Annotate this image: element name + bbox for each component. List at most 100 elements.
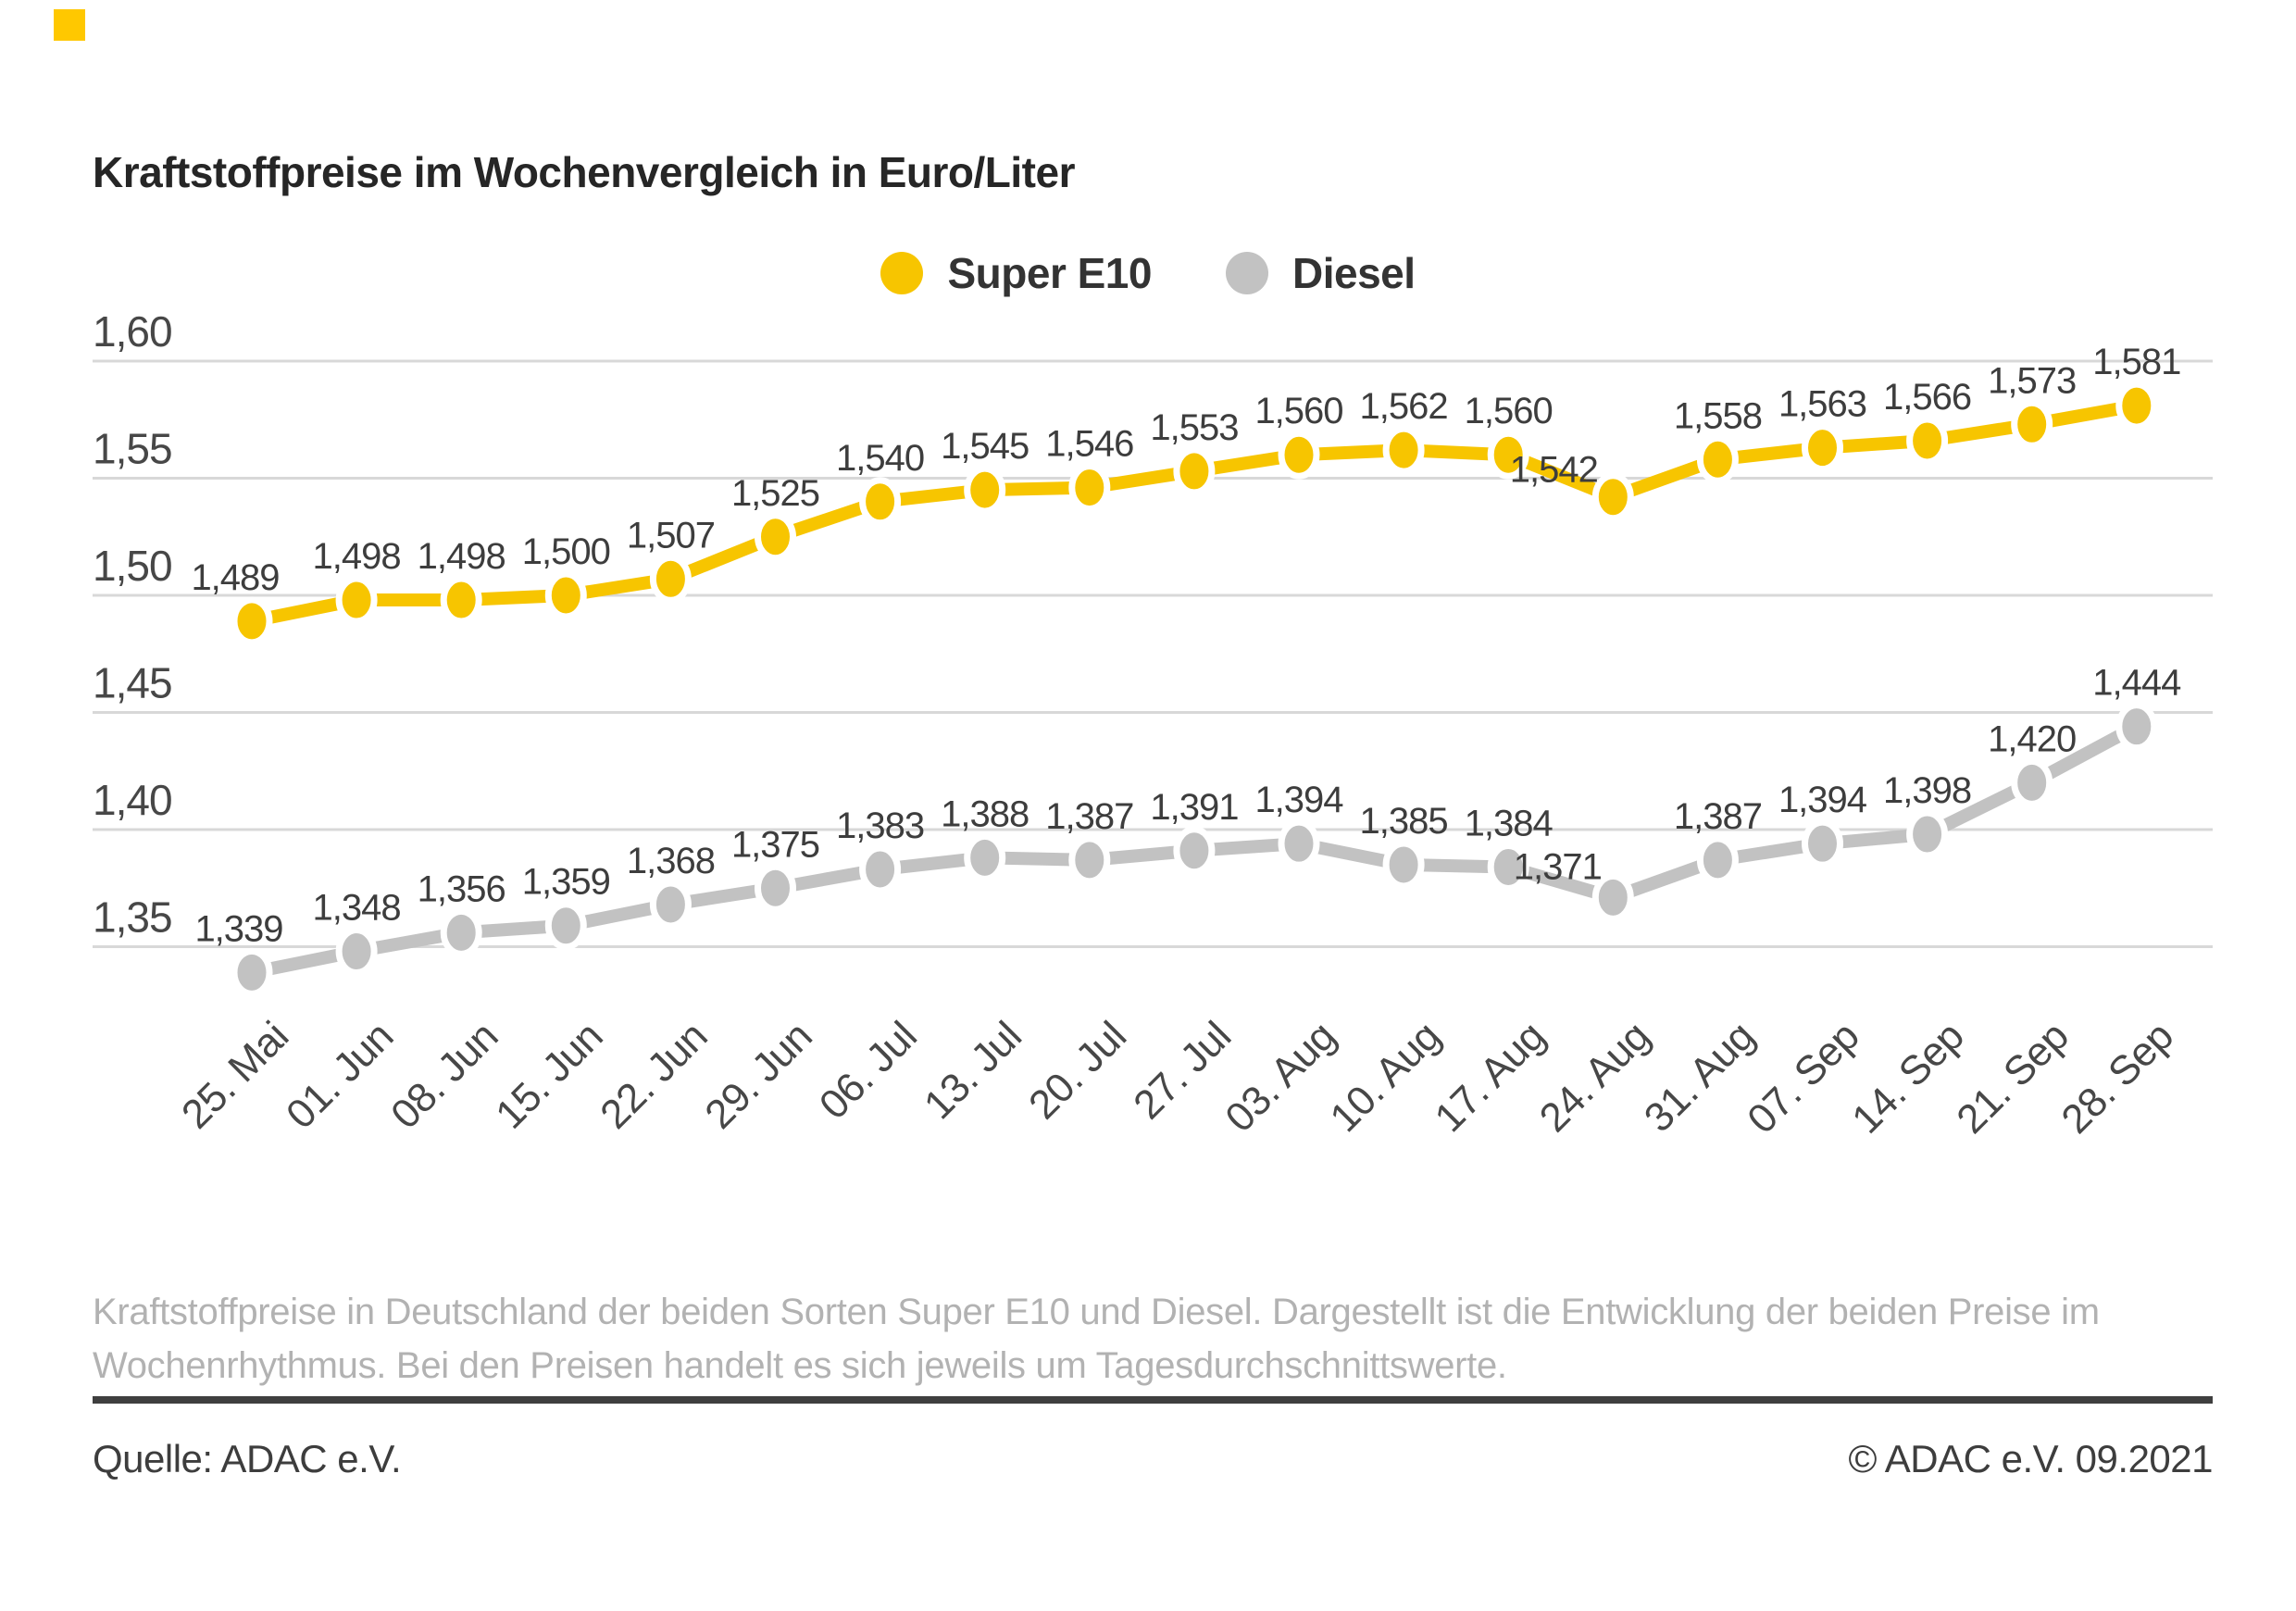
data-point — [440, 575, 482, 625]
x-axis-tick-label: 22. Jun — [592, 1013, 716, 1137]
data-point — [231, 596, 273, 646]
value-label: 1,387 — [1674, 796, 1762, 837]
value-label: 1,388 — [941, 793, 1029, 834]
value-label: 1,507 — [627, 515, 715, 556]
value-label: 1,391 — [1150, 787, 1238, 828]
value-label: 1,371 — [1514, 846, 1602, 887]
y-axis-tick-label: 1,55 — [93, 425, 172, 473]
value-label: 1,444 — [2092, 663, 2181, 704]
data-point — [1906, 809, 1949, 859]
data-point — [859, 844, 902, 894]
value-label: 1,398 — [1883, 770, 1971, 811]
data-point — [1487, 842, 1529, 892]
x-axis-tick-label: 24. Aug — [1531, 1013, 1659, 1141]
data-point — [964, 832, 1006, 882]
value-label: 1,560 — [1465, 391, 1553, 431]
value-label: 1,540 — [836, 438, 924, 479]
value-label: 1,375 — [731, 824, 819, 865]
source-row: Quelle: ADAC e.V. © ADAC e.V. 09.2021 — [93, 1437, 2213, 1481]
page-title: Kraftstoffpreise im Wochenvergleich in E… — [93, 147, 1075, 196]
y-axis-tick-label: 1,60 — [93, 307, 172, 356]
line-chart: 1,60 1,55 1,50 1,45 1,40 1,35 25. Mai 01. Jun 08… — [0, 307, 2296, 1250]
value-label: 1,348 — [313, 888, 401, 929]
chart-description: Kraftstoffpreise in Deutschland der beid… — [93, 1292, 2100, 1386]
data-point — [964, 465, 1006, 515]
data-point — [2115, 702, 2158, 752]
data-point — [649, 880, 692, 930]
value-label: 1,545 — [941, 426, 1029, 467]
y-axis-tick-label: 1,45 — [93, 659, 172, 707]
data-point — [231, 947, 273, 997]
data-point — [544, 901, 587, 951]
y-axis-tick-label: 1,40 — [93, 776, 172, 824]
x-axis-tick-label: 25. Mai — [173, 1013, 297, 1137]
legend-item-super-e10: Super E10 — [880, 248, 1152, 298]
data-point — [1802, 423, 1843, 473]
x-axis-tick-label: 21. Sep — [1948, 1013, 2077, 1142]
x-axis-tick-label: 17. Aug — [1427, 1013, 1554, 1141]
data-point — [859, 477, 902, 527]
x-axis-tick-label: 20. Jul — [1020, 1013, 1135, 1128]
value-label: 1,394 — [1254, 780, 1343, 820]
copyright-label: © ADAC e.V. 09.2021 — [1848, 1437, 2214, 1480]
x-axis-tick-label: 10. Aug — [1321, 1013, 1449, 1141]
data-point — [544, 570, 587, 620]
chart-legend: Super E10 Diesel — [0, 248, 2296, 298]
x-axis-tick-label: 15. Jun — [487, 1013, 611, 1137]
value-label: 1,525 — [731, 473, 819, 514]
data-point — [440, 907, 482, 957]
value-label: 1,546 — [1045, 424, 1133, 465]
data-point — [1696, 434, 1739, 484]
legend-item-diesel: Diesel — [1225, 248, 1416, 298]
value-label: 1,383 — [836, 806, 924, 846]
data-point — [1068, 835, 1111, 885]
x-axis-tick-label: 03. Aug — [1217, 1013, 1344, 1141]
x-axis-tick-label: 01. Jun — [278, 1013, 402, 1137]
data-point — [1591, 472, 1634, 522]
data-point — [1382, 840, 1425, 890]
y-axis-tick-label: 1,50 — [93, 542, 172, 590]
value-label: 1,573 — [1988, 360, 2076, 401]
x-axis-tick-label: 29. Jun — [696, 1013, 820, 1137]
value-label: 1,385 — [1360, 801, 1448, 842]
value-label: 1,359 — [522, 862, 610, 903]
value-label: 1,368 — [627, 841, 715, 881]
value-label: 1,558 — [1674, 395, 1762, 436]
value-label: 1,498 — [313, 536, 401, 577]
data-point — [335, 575, 378, 625]
value-label: 1,339 — [194, 908, 282, 949]
value-label: 1,384 — [1465, 803, 1554, 843]
x-axis-tick-label: 06. Jul — [811, 1013, 926, 1128]
y-axis-tick-label: 1,35 — [93, 893, 172, 942]
data-point — [1173, 826, 1216, 876]
value-label: 1,563 — [1778, 384, 1866, 425]
value-label: 1,560 — [1254, 391, 1342, 431]
value-label: 1,500 — [522, 531, 610, 572]
value-label: 1,489 — [191, 557, 279, 598]
value-label: 1,356 — [418, 868, 505, 909]
source-label: Quelle: ADAC e.V. — [93, 1437, 402, 1480]
legend-label-diesel: Diesel — [1292, 249, 1416, 297]
value-label: 1,394 — [1778, 780, 1867, 820]
value-label: 1,566 — [1883, 377, 1971, 418]
brand-mark-square — [54, 9, 85, 41]
data-point — [1802, 818, 1843, 868]
data-point — [1173, 446, 1216, 496]
data-point — [755, 512, 796, 562]
x-axis-tick-label: 08. Jun — [382, 1013, 506, 1137]
value-label: 1,542 — [1510, 450, 1598, 491]
footer-divider — [93, 1396, 2213, 1404]
value-label: 1,562 — [1360, 386, 1448, 427]
data-point — [1906, 416, 1949, 466]
data-point — [335, 927, 378, 977]
value-label: 1,387 — [1045, 796, 1133, 837]
data-point — [649, 554, 692, 604]
x-axis-tick-label: 07. Sep — [1739, 1013, 1867, 1142]
data-point — [1382, 425, 1425, 475]
value-label: 1,553 — [1150, 407, 1238, 448]
legend-dot-super-e10 — [880, 252, 924, 294]
legend-label-super-e10: Super E10 — [947, 249, 1152, 297]
x-axis-tick-label: 13. Jul — [916, 1013, 1030, 1128]
